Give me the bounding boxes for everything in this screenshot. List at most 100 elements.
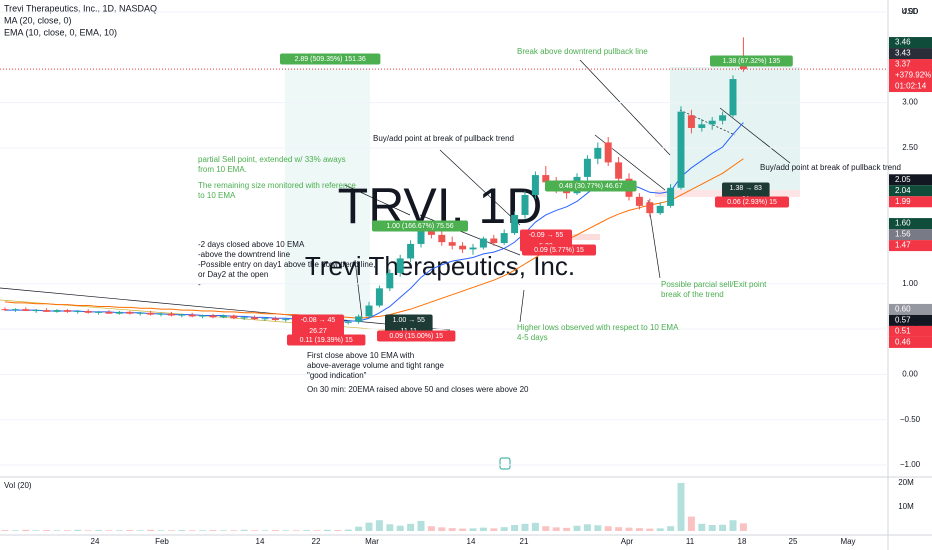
volume-bar [313,530,321,531]
candle-body [646,202,654,214]
price-tag-label: 3.37 [895,60,911,69]
volume-bar [427,526,435,531]
volume-bar [323,529,331,531]
time-label: 21 [520,537,529,546]
price-tag-label: 0.46 [895,338,911,347]
time-label: May [840,537,855,546]
candle-body [375,288,383,306]
annotation: to 10 EMA [198,191,236,200]
volume-bar [251,530,259,531]
price-tag-label: 1.99 [895,197,911,206]
measure-label: 2.89 (509.35%) 151.36 [295,56,366,63]
measure-label: 0.09 (5.77%) 15 [534,247,584,254]
volume-bar [729,520,737,531]
price-tag [889,325,932,337]
volume-bar [22,529,30,531]
price-tag-label: 2.05 [895,175,911,184]
candle-body [615,162,623,179]
annotation: First close above 10 EMA with [307,351,414,360]
volume-bar [219,530,227,531]
candle-body [219,315,227,318]
measure-box [715,196,789,208]
volume-bar [708,525,716,531]
candle-body [531,175,539,196]
volume-bar [656,528,664,531]
candle-body [22,309,30,311]
volume-bar [531,522,539,531]
volume-bar [739,523,747,531]
candle-body [188,314,196,317]
time-label: 18 [738,537,747,546]
earnings-icon[interactable] [499,457,511,470]
candle-body [167,313,175,316]
price-tag [889,303,932,315]
volume-bar [438,527,446,531]
candle-body [32,310,40,312]
volume-bar [126,530,134,531]
measure-box [710,55,793,67]
measure-label: 1.00 (166.67%) 75.56 [386,223,453,230]
annotation: above-average volume and tight range [307,361,445,370]
volume-bar [84,530,92,531]
candle-body [43,310,51,312]
price-tag [889,240,932,252]
volume-bar [334,530,342,531]
candle-body [583,158,591,177]
candle-body [251,317,259,320]
candle-body [677,111,685,188]
candle-body [53,310,61,312]
volume-bar [459,528,467,531]
measure-box [522,244,596,256]
price-tag-label: 2.04 [895,186,911,195]
volume-bar [552,527,560,531]
volume-bar [1,530,9,531]
candle-body [708,120,716,125]
price-tick-label: 2.50 [902,143,918,152]
candle-body [74,310,82,312]
candle-body [178,314,186,316]
candle-body [63,310,71,312]
measure-box [280,53,381,65]
annotation: or Day2 at the open [198,270,268,279]
volume-bar [115,530,123,531]
volume-bar [230,530,238,531]
price-tick-label: 4.00 [902,7,918,16]
price-tag [889,336,932,348]
volume-bar [396,525,404,531]
candle-body [230,315,238,319]
measure-label: 0.06 (2.93%) 15 [727,199,777,206]
annotation: Break above downtrend pullback line [517,47,648,56]
price-tick-label: 1.00 [902,279,918,288]
annotation: from 10 EMA. [198,165,247,174]
candle-body [635,196,643,206]
volume-bar [594,525,602,531]
annotation: Possible parcial sell/Exit point [661,280,767,289]
volume-bar [355,526,363,531]
volume-tick-label: 20M [898,478,914,487]
candle-body [719,115,727,121]
annotation: -Possible entry on day1 above the downtr… [198,260,375,269]
volume-bar [167,530,175,531]
volume-bar [417,520,425,531]
measure-box [287,334,366,346]
candle-body [355,316,363,322]
price-tag-label: 0.60 [895,305,911,314]
volume-bar [563,527,571,531]
volume-bar [105,530,113,531]
volume-bar [625,527,633,531]
volume-bar [698,523,706,531]
candle-body [344,321,352,323]
volume-bar [95,530,103,531]
candle-body [511,214,519,234]
time-label: 25 [789,537,798,546]
measure-box [372,220,468,232]
candle-body [84,310,92,313]
price-tag-label: 1.60 [895,219,911,228]
volume-bar [344,529,352,531]
candle-body [136,312,144,314]
price-tick-label: −1.00 [900,460,921,469]
currency[interactable]: USD [902,7,919,16]
time-label: 24 [91,537,100,546]
volume-bar [74,529,82,531]
